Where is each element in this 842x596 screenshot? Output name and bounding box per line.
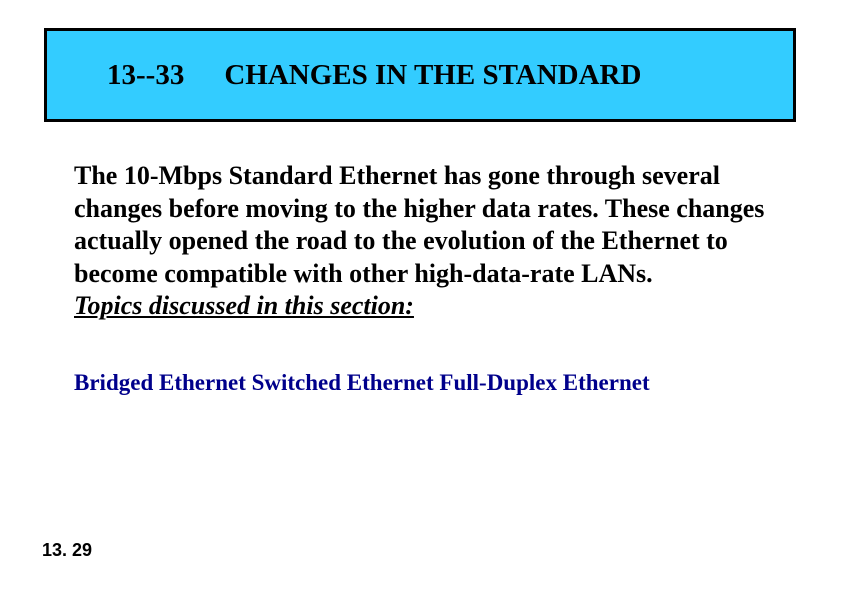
- body-text-block: The 10-Mbps Standard Ethernet has gone t…: [74, 160, 774, 323]
- section-number: 13--33: [107, 59, 184, 91]
- section-title: CHANGES IN THE STANDARD: [224, 59, 641, 92]
- page-number: 13. 29: [42, 540, 92, 561]
- subtopics-line: Bridged Ethernet Switched Ethernet Full-…: [74, 370, 650, 396]
- topics-discussed-label: Topics discussed in this section:: [74, 291, 414, 320]
- body-paragraph: The 10-Mbps Standard Ethernet has gone t…: [74, 161, 764, 288]
- section-header-box: 13--33 CHANGES IN THE STANDARD: [44, 28, 796, 122]
- section-number-wrap: 13--33: [47, 59, 224, 92]
